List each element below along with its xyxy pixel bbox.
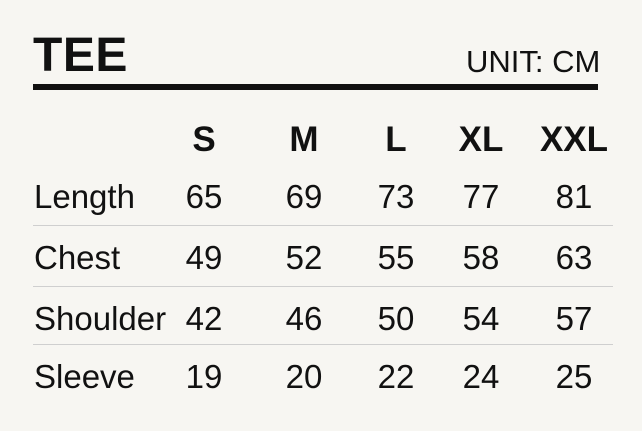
cell-length-xxl: 81 bbox=[555, 178, 593, 215]
cell-shoulder-xl: 54 bbox=[462, 300, 500, 337]
row-divider bbox=[33, 286, 613, 287]
cell-length-l: 73 bbox=[377, 178, 415, 215]
cell-chest-xxl: 63 bbox=[555, 239, 593, 276]
cell-shoulder-l: 50 bbox=[377, 300, 415, 337]
size-header-l: L bbox=[385, 120, 407, 159]
size-header-m: M bbox=[289, 120, 319, 159]
page-title: TEE bbox=[33, 29, 128, 82]
row-label-shoulder: Shoulder bbox=[34, 300, 167, 337]
cell-sleeve-s: 19 bbox=[185, 358, 223, 395]
cell-shoulder-s: 42 bbox=[185, 300, 223, 337]
size-header-xl: XL bbox=[458, 120, 504, 159]
cell-chest-l: 55 bbox=[377, 239, 415, 276]
unit-label: UNIT: CM bbox=[466, 44, 601, 79]
cell-sleeve-l: 22 bbox=[377, 358, 415, 395]
cell-sleeve-m: 20 bbox=[285, 358, 323, 395]
cell-chest-xl: 58 bbox=[462, 239, 500, 276]
row-divider bbox=[33, 344, 613, 345]
cell-sleeve-xl: 24 bbox=[462, 358, 500, 395]
row-label-sleeve: Sleeve bbox=[34, 358, 135, 395]
cell-chest-m: 52 bbox=[285, 239, 323, 276]
cell-length-m: 69 bbox=[285, 178, 323, 215]
size-header-xxl: XXL bbox=[539, 120, 609, 159]
row-label-chest: Chest bbox=[34, 239, 121, 276]
row-divider bbox=[33, 225, 613, 226]
cell-length-s: 65 bbox=[185, 178, 223, 215]
row-label-length: Length bbox=[34, 178, 135, 215]
cell-shoulder-m: 46 bbox=[285, 300, 323, 337]
title-rule bbox=[33, 84, 598, 90]
cell-chest-s: 49 bbox=[185, 239, 223, 276]
cell-length-xl: 77 bbox=[462, 178, 500, 215]
cell-shoulder-xxl: 57 bbox=[555, 300, 593, 337]
size-header-s: S bbox=[192, 120, 216, 159]
cell-sleeve-xxl: 25 bbox=[555, 358, 593, 395]
